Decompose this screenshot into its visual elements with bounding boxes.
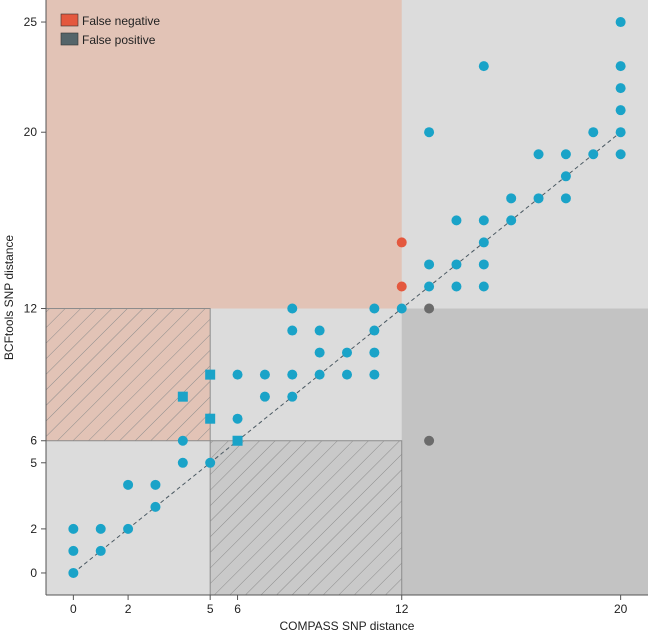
concordant-point: [369, 326, 379, 336]
concordant-point: [315, 326, 325, 336]
concordant-point: [588, 149, 598, 159]
scatter-chart: 0 2 5 6 12 200256122025COMPASS SNP distanceBC…: [0, 0, 649, 635]
concordant-point: [342, 348, 352, 358]
x-tick-label: 6: [234, 602, 241, 616]
concordant-point: [287, 326, 297, 336]
concordant-point: [123, 480, 133, 490]
concordant-point: [561, 171, 571, 181]
false-negative-legend-label: False negative: [82, 14, 160, 28]
concordant-point: [616, 17, 626, 27]
concordant-point: [315, 370, 325, 380]
y-tick-label: 6: [30, 434, 37, 448]
concordant-point: [506, 215, 516, 225]
concordant-point: [287, 392, 297, 402]
false-negative-hatched-region-hatch: [46, 309, 210, 441]
false-positive-region: [402, 309, 648, 595]
concordant-point: [397, 304, 407, 314]
x-tick-label: 20: [614, 602, 628, 616]
concordant-point: [96, 524, 106, 534]
concordant-point: [479, 61, 489, 71]
concordant-point: [506, 193, 516, 203]
concordant-point: [616, 105, 626, 115]
concordant-point: [451, 281, 461, 291]
concordant-point: [369, 370, 379, 380]
concordant-point: [205, 458, 215, 468]
concordant-point: [96, 546, 106, 556]
concordant-point: [424, 127, 434, 137]
concordant-point: [479, 215, 489, 225]
concordant-point: [150, 480, 160, 490]
concordant-point: [588, 127, 598, 137]
concordant-point: [68, 546, 78, 556]
concordant-point: [68, 568, 78, 578]
concordant-point: [369, 348, 379, 358]
x-tick-label: 5: [207, 602, 214, 616]
x-axis-title: COMPASS SNP distance: [280, 619, 415, 633]
concordant-square-point: [205, 414, 215, 424]
false-positive-legend-label: False positive: [82, 33, 156, 47]
concordant-point: [616, 61, 626, 71]
concordant-point: [616, 127, 626, 137]
concordant-point: [479, 259, 489, 269]
concordant-point: [178, 458, 188, 468]
concordant-point: [342, 370, 352, 380]
concordant-square-point: [233, 436, 243, 446]
y-tick-label: 5: [30, 456, 37, 470]
concordant-point: [287, 304, 297, 314]
y-tick-label: 12: [24, 302, 38, 316]
x-tick-label: 2: [125, 602, 132, 616]
concordant-point: [123, 524, 133, 534]
concordant-point: [479, 281, 489, 291]
concordant-point: [424, 259, 434, 269]
concordant-point: [534, 149, 544, 159]
concordant-square-point: [178, 392, 188, 402]
concordant-point: [233, 370, 243, 380]
false-positive-legend-swatch: [61, 33, 78, 45]
y-tick-label: 25: [24, 15, 38, 29]
concordant-point: [315, 348, 325, 358]
concordant-point: [150, 502, 160, 512]
y-tick-label: 2: [30, 522, 37, 536]
x-tick-label: 0: [70, 602, 77, 616]
y-tick-label: 20: [24, 125, 38, 139]
concordant-point: [561, 193, 571, 203]
concordant-point: [287, 370, 297, 380]
concordant-point: [451, 215, 461, 225]
concordant-square-point: [205, 370, 215, 380]
concordant-point: [260, 392, 270, 402]
y-tick-label: 0: [30, 566, 37, 580]
false-positive-point: [424, 304, 434, 314]
concordant-point: [616, 83, 626, 93]
false-negative-point: [397, 281, 407, 291]
concordant-point: [561, 149, 571, 159]
concordant-point: [424, 281, 434, 291]
x-tick-label: 12: [395, 602, 409, 616]
concordant-point: [451, 259, 461, 269]
concordant-point: [369, 304, 379, 314]
false-positive-point: [424, 436, 434, 446]
concordant-point: [260, 370, 270, 380]
concordant-point: [479, 237, 489, 247]
concordant-point: [178, 436, 188, 446]
concordant-point: [68, 524, 78, 534]
y-axis-title: BCFtools SNP distance: [2, 235, 16, 360]
false-negative-point: [397, 237, 407, 247]
concordant-point: [616, 149, 626, 159]
false-negative-legend-swatch: [61, 14, 78, 26]
false-positive-hatched-region-hatch: [210, 441, 402, 595]
concordant-point: [534, 193, 544, 203]
concordant-point: [233, 414, 243, 424]
